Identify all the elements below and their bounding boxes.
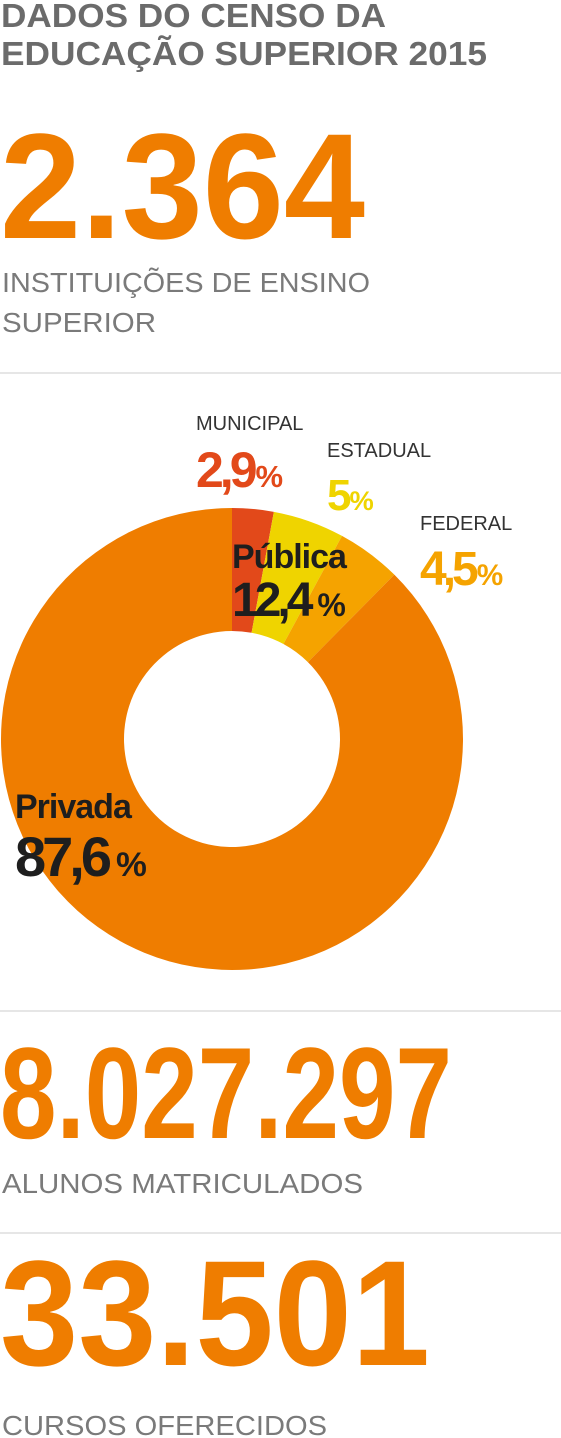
title: DADOS DO CENSO DA [1,0,386,34]
stat-value: 33.501 [0,1229,430,1397]
value-label: 2,9% [196,442,283,498]
category-label: Privada [15,788,133,826]
stat-value: 8.027.297 [0,1020,452,1166]
stat-label: INSTITUIÇÕES DE ENSINO [2,267,370,298]
stat-label: SUPERIOR [2,307,156,338]
value-label: 87,6% [15,825,147,888]
stat-label: CURSOS OFERECIDOS [2,1410,327,1438]
value-label: 5% [327,471,374,520]
value-number: 87,6 [15,825,111,888]
value-number: 12,4 [232,574,314,627]
value-unit: % [116,846,147,884]
value-label: 4,5% [420,543,503,596]
value-unit: % [477,559,503,592]
value-number: 4,5 [420,543,478,596]
donut-chart: MUNICIPAL 2,9% ESTADUAL 5% FEDERAL 4,5% Privad… [0,413,512,970]
stat-value: 2.364 [0,102,365,270]
group-label: Pública [232,538,348,576]
title: EDUCAÇÃO SUPERIOR 2015 [1,35,487,72]
donut-segment [232,508,274,633]
donut-segment [0,508,463,970]
value-number: 2,9 [196,442,256,498]
stat-label: ALUNOS MATRICULADOS [2,1168,363,1199]
value-unit: % [317,587,345,623]
value-number: 5 [327,471,351,520]
donut-segment [283,535,395,663]
value-unit: % [349,485,373,516]
donut-segment [251,511,343,645]
category-label: MUNICIPAL [196,413,303,435]
category-label: ESTADUAL [327,440,431,462]
group-value: 12,4% [232,574,346,627]
value-unit: % [256,459,284,494]
category-label: FEDERAL [420,513,512,535]
